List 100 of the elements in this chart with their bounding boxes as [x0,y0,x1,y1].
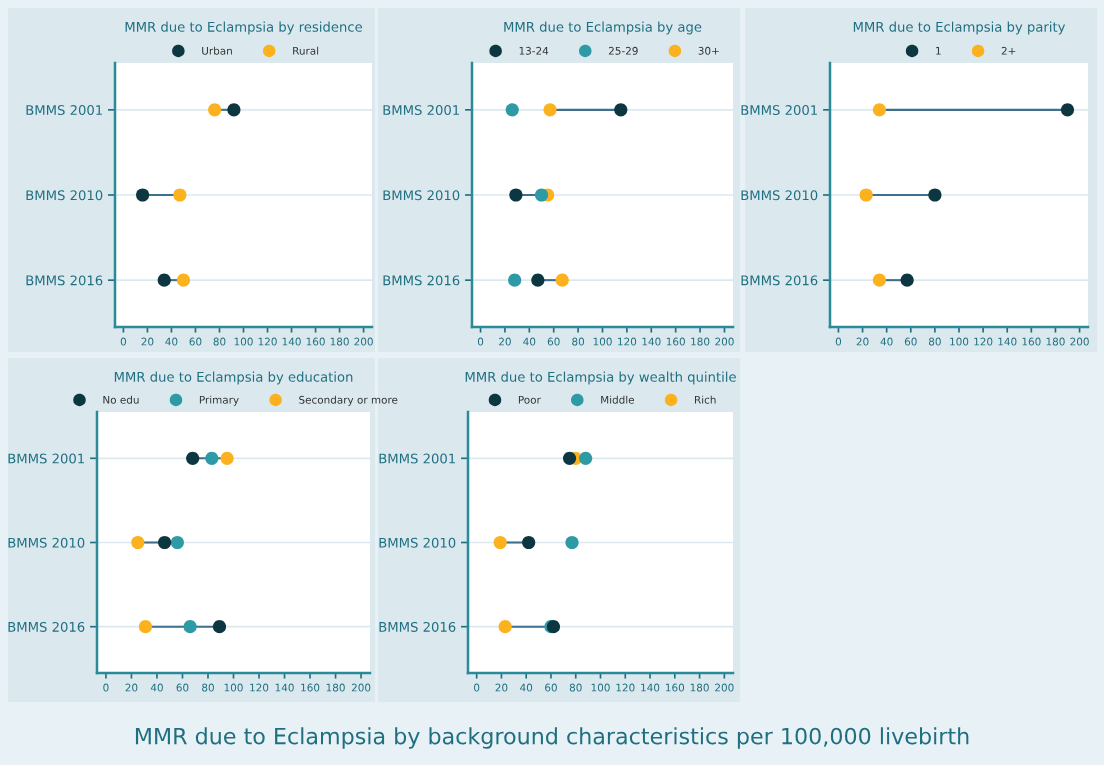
y-tick-label: BMMS 2001 [26,105,102,116]
y-tick-label: BMMS 2016 [8,621,85,632]
point [212,620,227,634]
legend-label: Poor [518,395,541,404]
x-tick-label: 100 [591,683,610,692]
legend-label: 25-29 [608,46,638,55]
point [872,273,887,287]
y-tick-label: BMMS 2016 [383,275,460,286]
x-tick-label: 0 [477,337,484,346]
point [176,273,191,287]
x-tick-label: 140 [641,683,660,692]
x-tick-label: 40 [520,683,533,692]
legend-label: Secondary or more [299,395,398,406]
point [186,451,200,465]
text: MMR due to Eclampsia by background characteristics per 100,000 livebirth [135,727,969,749]
x-tick-label: 0 [474,683,480,692]
legend-label: Middle [601,395,635,404]
x-tick-label: 140 [275,683,294,692]
x-tick-label: 180 [326,683,345,692]
x-tick-label: 140 [642,337,661,346]
point [872,103,887,117]
legend-label: Primary [199,395,239,406]
x-tick-label: 60 [189,337,202,346]
legend-label: 13-24 [519,46,549,55]
point [565,535,579,550]
x-tick-label: 20 [495,683,508,692]
x-tick-label: 80 [572,337,585,346]
x-tick-label: 80 [928,337,941,346]
x-tick-label: 180 [1046,337,1065,346]
x-tick-label: 200 [1070,337,1089,346]
point [508,273,522,287]
x-tick-label: 80 [202,683,214,692]
x-tick-label: 140 [282,337,301,346]
point [136,188,150,202]
y-tick-label: BMMS 2010 [8,537,85,548]
legend-label: 30+ [698,46,719,55]
point [208,103,222,117]
y-tick-label: BMMS 2010 [26,190,103,201]
legend-label: 2+ [1001,46,1016,55]
chart-title: MMR due to Eclampsia by residence [125,21,362,35]
point [859,188,873,202]
x-tick-label: 120 [618,337,637,346]
point [220,451,234,465]
x-tick-label: 120 [250,683,269,692]
x-tick-label: 160 [301,683,320,692]
chart-title: MMR due to Eclampsia by wealth quintile [465,371,736,385]
chart-title: MMR due to Eclampsia by age [504,21,702,35]
y-tick-label: BMMS 2016 [379,621,456,632]
point [531,273,545,287]
y-tick-label: BMMS 2001 [383,105,459,116]
point [522,535,536,550]
point [205,451,219,465]
x-tick-label: 200 [715,337,734,346]
x-tick-label: 200 [354,337,373,346]
y-tick-label: BMMS 2010 [383,190,460,201]
point [183,620,197,634]
y-tick-label: BMMS 2001 [8,453,84,464]
x-tick-label: 180 [330,337,349,346]
x-tick-label: 40 [880,337,893,346]
y-tick-label: BMMS 2001 [379,453,455,464]
x-tick-label: 100 [950,337,969,346]
legend-label: Urban [202,46,232,55]
point [579,451,593,465]
x-tick-label: 60 [176,683,189,692]
x-tick-label: 100 [593,337,612,346]
point [131,535,145,550]
legend-label: 1 [936,46,941,55]
x-tick-label: 20 [125,683,138,692]
x-tick-label: 100 [234,337,253,346]
y-tick-label: BMMS 2001 [741,105,817,116]
point [505,103,519,117]
x-tick-label: 180 [690,683,709,692]
point [509,188,523,202]
x-tick-label: 80 [569,683,582,692]
x-tick-label: 160 [1022,337,1041,346]
point [173,188,187,202]
point [158,535,172,550]
legend-label: No edu [103,395,139,404]
point [227,103,241,117]
point [170,535,184,550]
x-tick-label: 20 [499,337,511,346]
x-tick-label: 60 [547,337,560,346]
x-tick-label: 160 [306,337,325,346]
point [1060,103,1075,117]
x-tick-label: 20 [856,337,869,346]
x-tick-label: 0 [120,337,127,346]
y-tick-label: BMMS 2010 [379,537,456,548]
x-tick-label: 120 [616,683,635,692]
x-tick-label: 40 [165,337,178,346]
x-tick-label: 160 [666,683,685,692]
x-tick-label: 80 [213,337,226,346]
x-tick-label: 140 [998,337,1017,346]
y-tick-label: BMMS 2016 [26,275,103,286]
x-tick-label: 160 [666,337,685,346]
x-tick-label: 60 [904,337,917,346]
point [534,188,549,202]
point [928,188,942,202]
x-tick-label: 40 [523,337,536,346]
legend-label: Rural [293,46,319,55]
x-tick-label: 40 [150,683,163,692]
